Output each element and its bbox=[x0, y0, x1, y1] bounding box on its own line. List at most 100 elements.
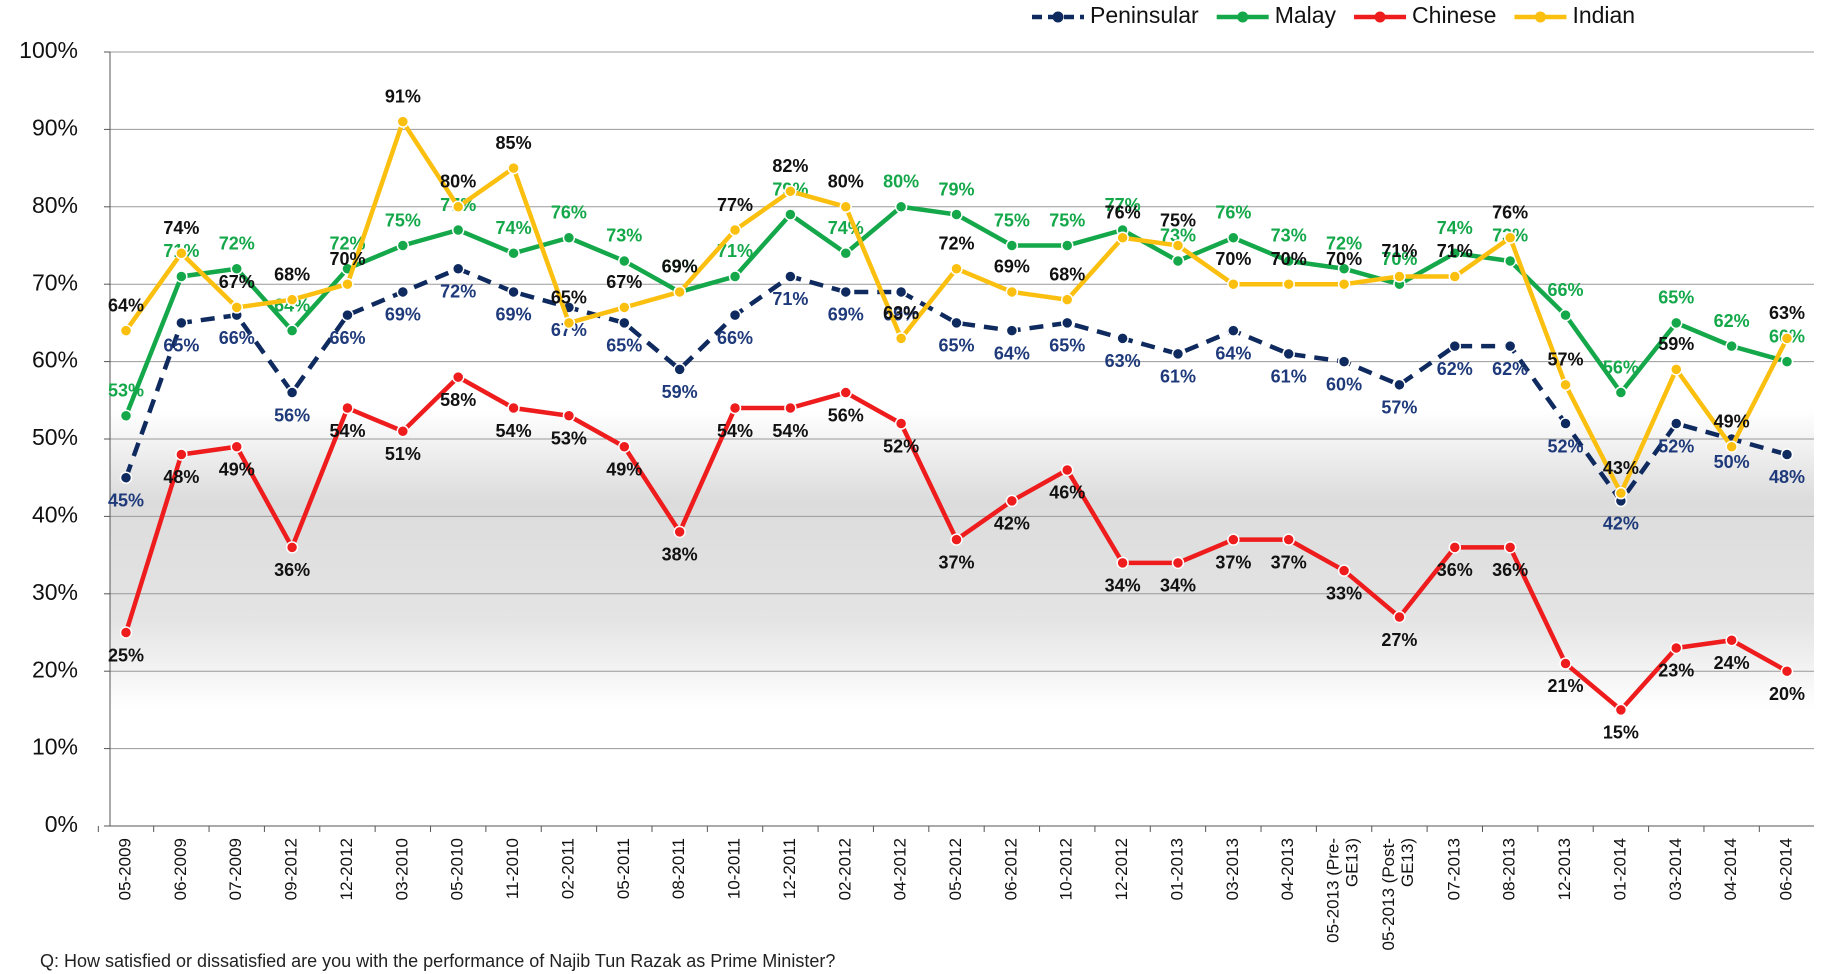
data-point bbox=[1337, 262, 1351, 275]
data-label: 69% bbox=[496, 305, 532, 325]
data-label: 37% bbox=[1215, 552, 1251, 572]
data-label: 63% bbox=[883, 303, 919, 323]
data-point bbox=[1337, 355, 1351, 368]
data-point bbox=[839, 246, 853, 260]
data-label: 37% bbox=[938, 552, 974, 572]
data-point bbox=[175, 246, 188, 260]
y-tick-label: 40% bbox=[32, 501, 78, 527]
y-tick-label: 20% bbox=[32, 656, 78, 682]
data-label: 58% bbox=[440, 390, 476, 410]
data-point bbox=[119, 626, 133, 639]
data-label: 52% bbox=[1548, 436, 1584, 456]
data-point bbox=[1614, 486, 1628, 500]
x-tick-label: 04-2014 bbox=[1721, 838, 1740, 900]
data-point bbox=[1227, 231, 1240, 245]
data-point bbox=[1559, 308, 1572, 322]
data-label: 69% bbox=[828, 305, 864, 325]
data-label: 74% bbox=[163, 218, 199, 238]
data-label: 72% bbox=[219, 233, 255, 253]
data-label: 74% bbox=[496, 218, 532, 238]
legend-marker bbox=[1052, 11, 1064, 23]
data-point bbox=[175, 448, 188, 461]
x-tick-label: 05-2010 bbox=[448, 838, 467, 900]
data-point bbox=[1614, 703, 1628, 717]
data-label: 49% bbox=[606, 459, 642, 479]
data-label: 34% bbox=[1105, 576, 1141, 596]
data-point bbox=[1780, 332, 1794, 345]
data-label: 69% bbox=[662, 257, 698, 277]
data-point bbox=[618, 316, 631, 330]
data-label: 53% bbox=[551, 429, 587, 449]
legend-label: Indian bbox=[1572, 2, 1635, 28]
y-tick-label: 10% bbox=[32, 734, 78, 760]
data-label: 70% bbox=[1326, 249, 1362, 269]
legend-marker bbox=[1534, 11, 1546, 23]
data-label: 80% bbox=[828, 172, 864, 192]
y-tick-label: 0% bbox=[45, 811, 78, 837]
data-label: 66% bbox=[329, 328, 365, 348]
data-point bbox=[839, 285, 853, 299]
data-label: 72% bbox=[440, 281, 476, 301]
data-point bbox=[1503, 231, 1517, 245]
data-label: 15% bbox=[1603, 723, 1639, 743]
data-point bbox=[1503, 541, 1517, 554]
data-point bbox=[1227, 324, 1240, 337]
data-label: 42% bbox=[994, 514, 1030, 534]
data-point bbox=[728, 223, 742, 237]
data-point bbox=[230, 262, 243, 275]
data-point bbox=[618, 254, 631, 268]
data-point bbox=[507, 246, 520, 260]
data-label: 61% bbox=[1160, 367, 1196, 387]
data-label: 62% bbox=[1437, 359, 1473, 379]
data-point bbox=[950, 316, 963, 330]
data-point bbox=[507, 285, 520, 299]
data-point bbox=[839, 200, 853, 214]
x-tick-label: 02-2011 bbox=[558, 838, 577, 899]
x-tick-label: 06-2012 bbox=[1001, 838, 1020, 900]
data-point bbox=[119, 324, 133, 337]
data-point bbox=[894, 417, 908, 430]
x-tick-label: 05-2009 bbox=[115, 838, 134, 900]
data-label: 71% bbox=[717, 241, 753, 261]
data-point bbox=[1614, 386, 1628, 399]
data-label: 76% bbox=[551, 203, 587, 223]
x-tick-label: 06-2014 bbox=[1776, 838, 1795, 900]
data-point bbox=[1005, 494, 1019, 508]
data-label: 63% bbox=[1769, 303, 1805, 323]
data-point bbox=[175, 316, 188, 330]
data-label: 77% bbox=[1105, 195, 1141, 215]
data-point bbox=[1393, 270, 1406, 283]
data-label: 64% bbox=[994, 343, 1030, 363]
x-tick-label: 03-2013 bbox=[1223, 838, 1242, 900]
data-point bbox=[562, 316, 576, 330]
data-point bbox=[507, 161, 520, 175]
data-point bbox=[451, 262, 465, 275]
x-tick-label: 05-2013 (Pre-GE13) bbox=[1324, 838, 1362, 943]
data-point bbox=[1116, 231, 1129, 245]
data-point bbox=[1227, 277, 1240, 291]
data-label: 73% bbox=[606, 226, 642, 246]
data-label: 54% bbox=[329, 421, 365, 441]
data-label: 79% bbox=[938, 179, 974, 199]
data-point bbox=[396, 425, 410, 438]
data-label: 20% bbox=[1769, 684, 1805, 704]
data-label: 69% bbox=[662, 257, 698, 277]
data-point bbox=[894, 285, 908, 299]
data-point bbox=[784, 208, 797, 221]
data-point bbox=[507, 401, 520, 415]
data-label: 49% bbox=[219, 459, 255, 479]
data-label: 36% bbox=[274, 560, 310, 580]
data-point bbox=[562, 231, 576, 245]
data-point bbox=[1503, 339, 1517, 353]
data-point bbox=[1559, 417, 1572, 430]
data-point bbox=[1005, 239, 1019, 252]
data-point bbox=[119, 409, 133, 423]
data-label: 72% bbox=[329, 233, 365, 253]
y-tick-label: 70% bbox=[32, 269, 78, 295]
data-point bbox=[1005, 285, 1019, 299]
legend-label: Malay bbox=[1275, 2, 1337, 28]
data-label: 65% bbox=[551, 288, 587, 308]
data-label: 73% bbox=[1160, 226, 1196, 246]
data-point bbox=[1116, 556, 1129, 570]
data-point bbox=[1282, 254, 1295, 268]
